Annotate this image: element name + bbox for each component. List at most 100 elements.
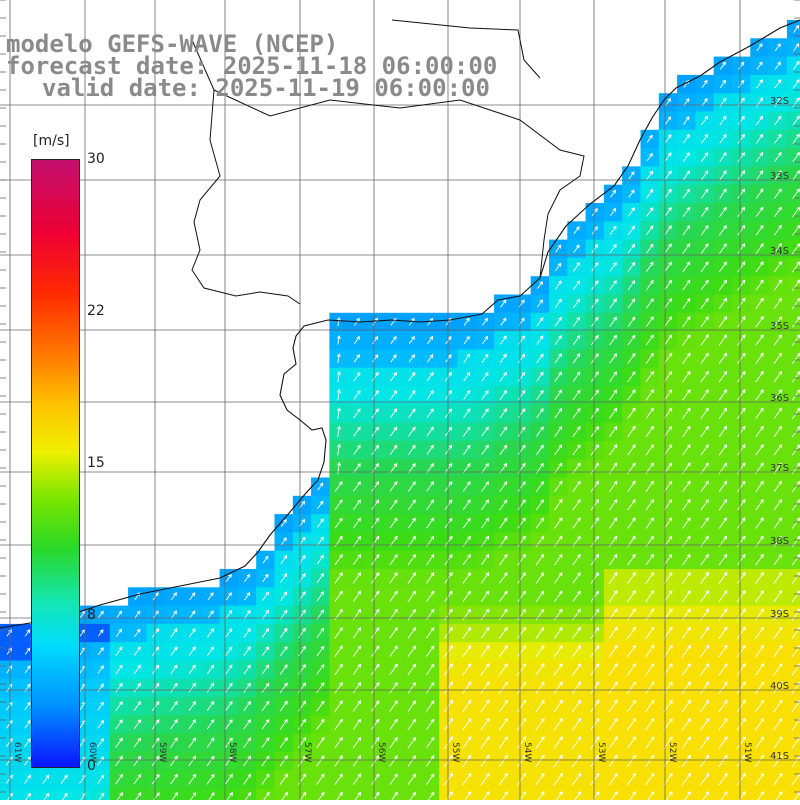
wind-arrow [243,664,251,675]
wind-arrow [645,316,654,328]
wind-arrow [700,754,710,768]
wind-arrow [754,626,765,640]
wind-arrow [773,188,782,199]
wind-arrow [737,352,746,365]
wind-arrow [700,370,709,383]
wind-arrow [591,226,598,235]
wind-arrow [572,480,581,493]
wind-arrow [536,444,544,456]
wind-arrow [462,481,471,492]
wind-arrow [426,499,434,511]
wind-arrow [682,316,691,328]
lon-label: 56W [376,742,386,763]
wind-arrow [463,371,471,382]
wind-arrow [718,297,727,310]
wind-arrow [170,610,177,619]
wind-arrow [389,773,398,785]
wind-arrow [701,134,709,144]
wind-arrow [225,609,233,620]
wind-arrow [627,407,636,419]
wind-arrow [244,573,251,582]
wind-arrow [426,371,434,382]
wind-arrow [261,591,269,601]
wind-arrow [115,628,123,637]
wind-cell [786,312,800,332]
wind-arrow [645,498,654,511]
wind-arrow [719,133,727,144]
wind-arrow [774,43,781,52]
wind-arrow [573,244,580,253]
wind-arrow [718,279,728,291]
wind-arrow [645,553,654,566]
wind-arrow [591,207,598,216]
wind-arrow [481,426,489,437]
wind-arrow [572,316,581,327]
wind-cell [786,257,800,277]
wind-arrow [737,315,746,328]
wind-cell [786,752,800,771]
wind-arrow [115,646,123,656]
wind-arrow [609,280,617,291]
wind-arrow [591,334,599,346]
wind-arrow [116,610,123,619]
wind-arrow [553,626,563,639]
wind-arrow [498,772,508,786]
wind-arrow [590,444,600,456]
wind-arrow [736,644,746,658]
wind-arrow [682,480,691,493]
wind-arrow [755,297,764,310]
wind-arrow [481,499,490,511]
wind-arrow [188,773,197,785]
wind-arrow [628,171,635,180]
wind-arrow [626,644,636,658]
wind-arrow [480,772,490,786]
wind-arrow [736,663,746,676]
wind-arrow [754,772,765,786]
wind-arrow [390,371,398,382]
wind-arrow [608,626,618,640]
wind-arrow [700,663,710,676]
wind-arrow [371,773,380,785]
wind-arrow [480,663,490,676]
wind-arrow [554,371,563,382]
wind-arrow [572,517,581,529]
wind-arrow [371,700,380,712]
wind-arrow [554,498,563,511]
wind-arrow [408,462,416,474]
wind-arrow [426,426,434,437]
wind-arrow [334,718,343,731]
wind-arrow [608,717,618,731]
wind-arrow [609,425,618,438]
wind-arrow [535,499,545,511]
wind-arrow [134,628,141,637]
wind-arrow [736,699,746,713]
wind-arrow [572,553,581,566]
wind-arrow [608,444,618,456]
wind-arrow [681,717,691,731]
wind-arrow [682,279,691,291]
wind-arrow [425,627,435,639]
wind-arrow [755,261,764,273]
wind-arrow [608,498,618,511]
wind-arrow [701,79,708,88]
wind-arrow [280,518,287,528]
wind-cell [786,642,800,661]
wind-arrow [352,572,362,584]
wind-arrow [700,261,709,273]
wind-arrow [499,517,508,529]
wind-arrow [572,334,581,346]
wind-arrow [353,481,361,492]
wind-arrow [554,444,563,456]
wind-arrow [755,498,764,511]
wind-arrow [389,572,398,584]
wind-arrow [590,736,600,749]
wind-arrow [133,737,142,748]
wind-arrow [334,645,343,657]
wind-arrow [498,754,508,768]
wind-arrow [188,664,196,675]
wind-arrow [700,444,709,456]
wind-arrow [24,629,31,637]
wind-arrow [755,407,764,419]
wind-arrow [152,682,160,693]
wind-arrow [97,610,104,619]
